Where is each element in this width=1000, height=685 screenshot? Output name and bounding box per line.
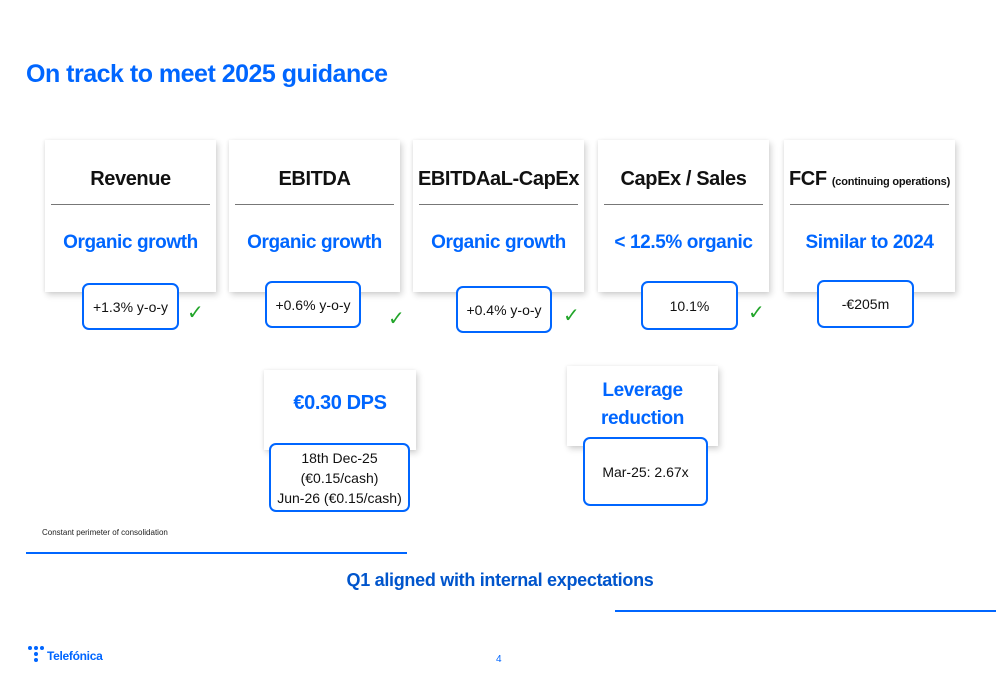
- dividend-line: (€0.15/cash): [300, 469, 379, 486]
- dividend-line: 18th Dec-25: [301, 449, 378, 466]
- card-divider: [51, 204, 210, 205]
- accent-line-right: [615, 610, 996, 612]
- checkmark-icon: ✓: [187, 302, 204, 324]
- leverage-value-pill: Mar-25: 2.67x: [583, 437, 708, 506]
- dividend-line: Jun-26 (€0.15/cash): [277, 489, 402, 506]
- dividend-dates-pill: 18th Dec-25 (€0.15/cash) Jun-26 (€0.15/c…: [269, 443, 410, 512]
- card-heading: CapEx / Sales: [620, 168, 747, 190]
- leverage-box: Leverage reduction: [567, 366, 718, 446]
- summary-message: Q1 aligned with internal expectations: [346, 570, 654, 590]
- accent-line-left: [26, 552, 407, 554]
- card-divider: [419, 204, 578, 205]
- page-number: 4: [496, 654, 502, 665]
- checkmark-icon: ✓: [563, 305, 580, 327]
- guidance-card-revenue: Revenue Organic growth: [45, 140, 216, 292]
- page-title: On track to meet 2025 guidance: [26, 60, 388, 88]
- card-target: Organic growth: [431, 232, 566, 253]
- card-divider: [604, 204, 763, 205]
- card-heading-text: FCF: [788, 168, 827, 190]
- guidance-card-fcf: FCF (continuing operations) Similar to 2…: [784, 140, 955, 292]
- checkmark-icon: ✓: [748, 302, 765, 324]
- card-target: Organic growth: [247, 232, 382, 253]
- brand-name: Telefónica: [47, 649, 103, 663]
- guidance-card-capex-sales: CapEx / Sales < 12.5% organic: [598, 140, 769, 292]
- checkmark-icon: ✓: [388, 308, 405, 330]
- card-target: < 12.5% organic: [614, 232, 753, 253]
- card-heading: Revenue: [90, 168, 171, 190]
- card-divider: [235, 204, 394, 205]
- result-pill-ebitda: +0.6% y-o-y: [265, 281, 361, 328]
- card-heading: FCF (continuing operations): [784, 168, 955, 191]
- card-heading-note: (continuing operations): [831, 176, 951, 188]
- card-target: Similar to 2024: [805, 232, 934, 253]
- card-target: Organic growth: [63, 232, 198, 253]
- leverage-heading: Leverage reduction: [567, 377, 718, 433]
- dividend-heading: €0.30 DPS: [293, 392, 387, 414]
- result-pill-revenue: +1.3% y-o-y: [82, 283, 179, 330]
- telefonica-logo-icon: [28, 646, 44, 666]
- guidance-card-ebitdaal-capex: EBITDAaL-CapEx Organic growth: [413, 140, 584, 292]
- result-pill-ebitdaal-capex: +0.4% y-o-y: [456, 286, 552, 333]
- card-heading: EBITDA: [278, 168, 351, 190]
- result-pill-fcf: -€205m: [817, 280, 914, 328]
- leverage-heading-line: reduction: [601, 408, 684, 429]
- dividend-box: €0.30 DPS: [264, 370, 416, 450]
- guidance-card-ebitda: EBITDA Organic growth: [229, 140, 400, 292]
- card-divider: [790, 204, 949, 205]
- footnote: Constant perimeter of consolidation: [42, 528, 168, 537]
- card-heading: EBITDAaL-CapEx: [417, 168, 580, 190]
- leverage-heading-line: Leverage: [602, 380, 683, 401]
- telefonica-logo: Telefónica: [28, 646, 103, 666]
- result-pill-capex-sales: 10.1%: [641, 281, 738, 330]
